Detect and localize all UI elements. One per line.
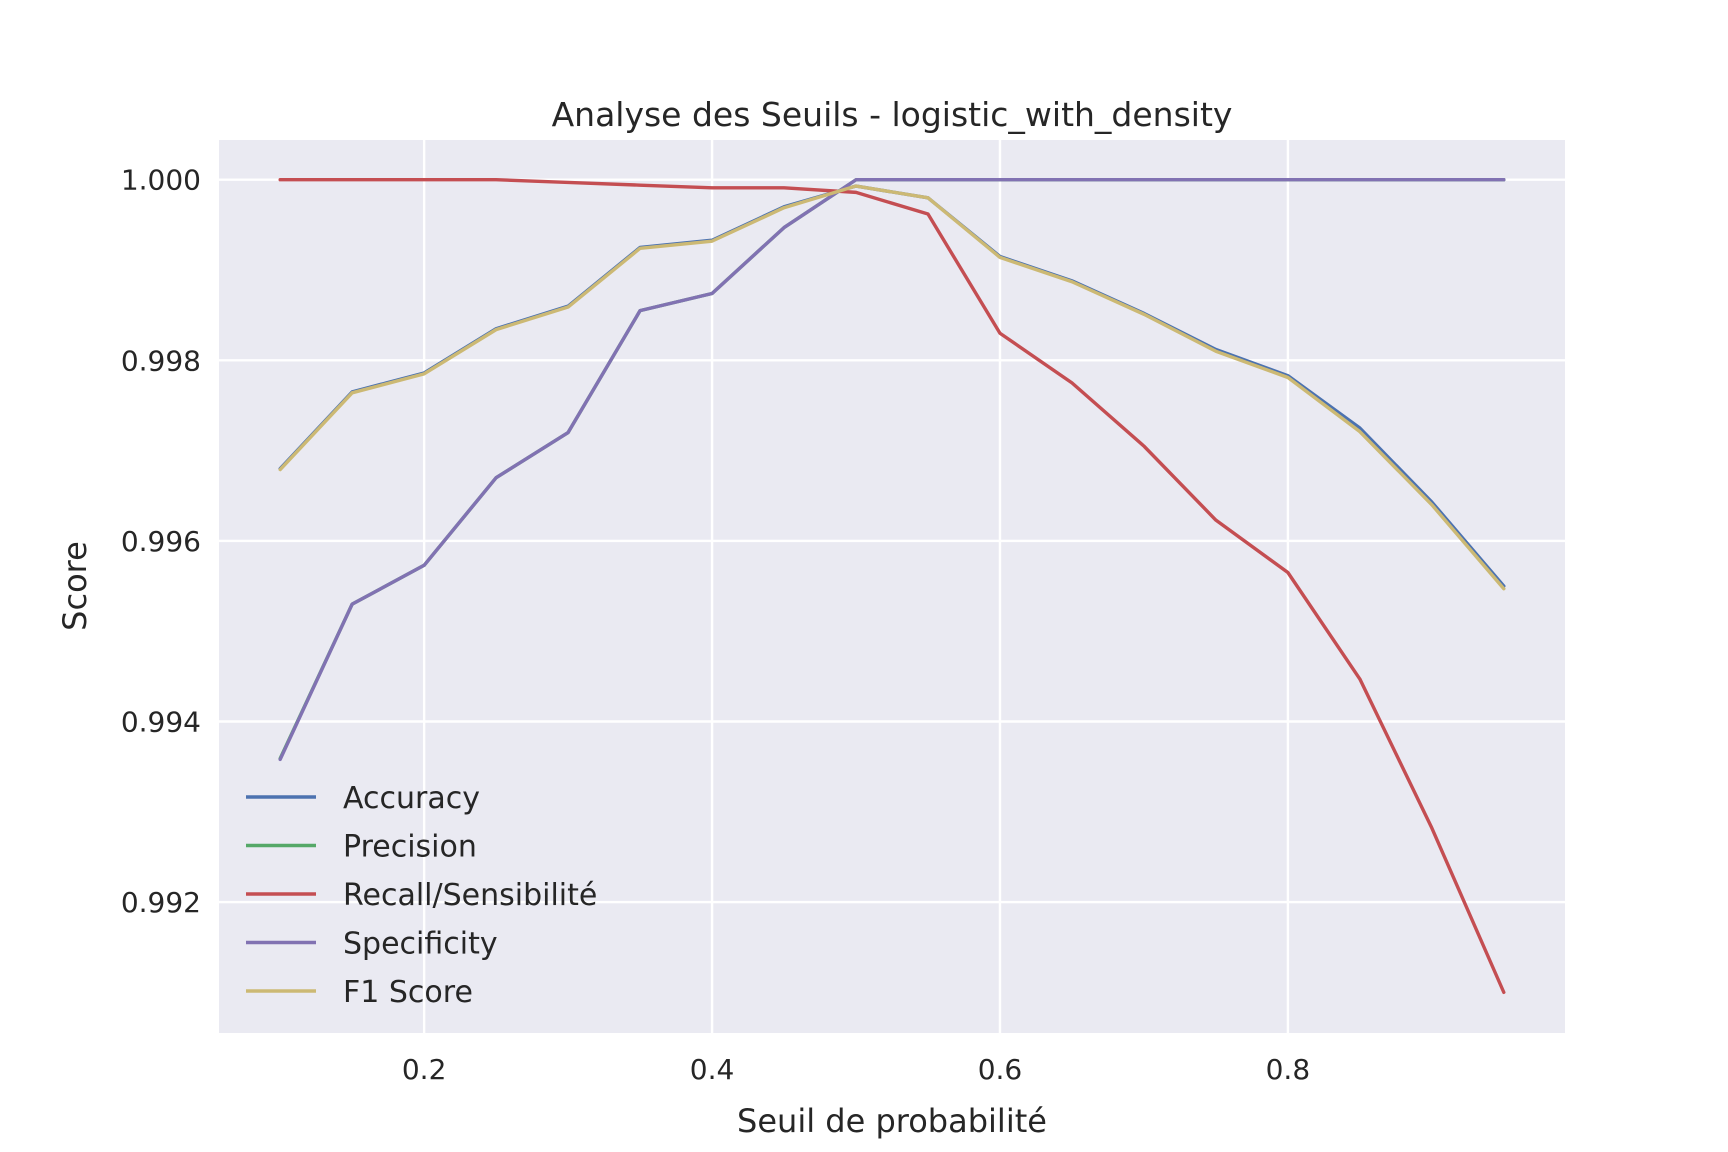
x-axis-label: Seuil de probabilité (737, 1102, 1047, 1140)
legend-label: Accuracy (343, 781, 480, 816)
x-tick-label: 0.2 (402, 1053, 447, 1086)
tick-labels: 0.2 0.4 0.6 0.8 0.992 0.994 0.996 0.998 1.000 (121, 164, 1310, 1086)
series-line-recall-sensibilit- (278, 178, 1506, 995)
legend-label: Precision (343, 830, 477, 865)
series-line-specificity (278, 178, 1506, 762)
y-axis-label: Score (56, 541, 94, 631)
plot-background (219, 140, 1565, 1033)
series-line-f1-score (278, 184, 1506, 591)
y-tick-label: 0.992 (121, 886, 201, 919)
legend-label: F1 Score (343, 975, 473, 1010)
series-lines (278, 178, 1506, 995)
legend-label: Recall/Sensibilité (343, 878, 597, 913)
x-tick-label: 0.8 (1266, 1053, 1311, 1086)
legend: Accuracy Precision Recall/Sensibilité Speci… (246, 781, 597, 1010)
y-tick-label: 0.994 (121, 705, 201, 738)
y-tick-label: 0.996 (121, 525, 201, 558)
legend-label: Specificity (343, 927, 498, 962)
x-tick-label: 0.6 (978, 1053, 1023, 1086)
y-tick-label: 0.998 (121, 344, 201, 377)
x-tick-label: 0.4 (690, 1053, 735, 1086)
chart-title: Analyse des Seuils - logistic_with_densi… (552, 95, 1233, 134)
y-tick-label: 1.000 (121, 164, 201, 197)
